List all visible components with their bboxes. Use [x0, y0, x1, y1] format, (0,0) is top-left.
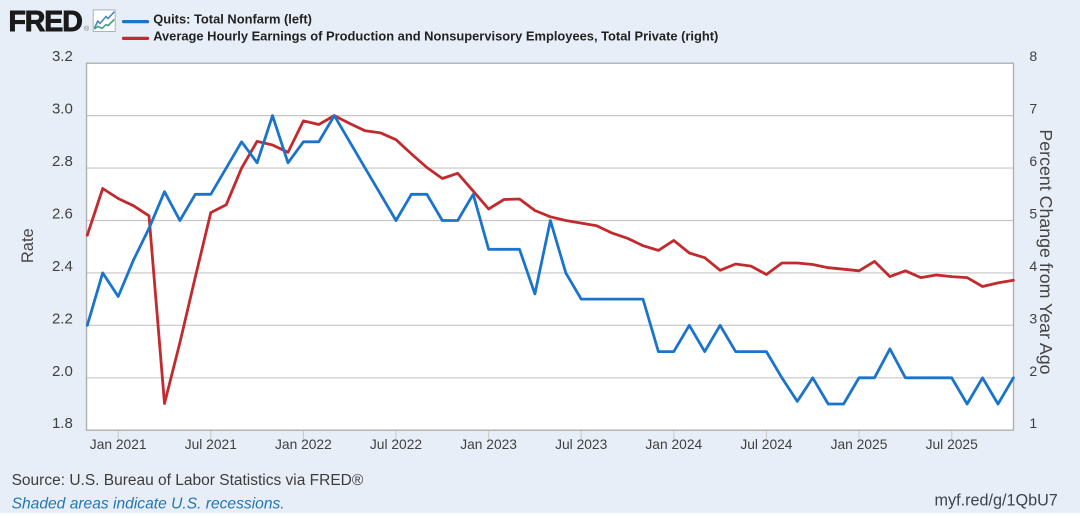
- svg-text:2.6: 2.6: [52, 206, 73, 223]
- svg-text:Rate: Rate: [19, 228, 37, 263]
- svg-text:Source: U.S. Bureau of Labor S: Source: U.S. Bureau of Labor Statistics …: [12, 472, 364, 489]
- svg-text:Jul 2024: Jul 2024: [740, 437, 792, 452]
- svg-text:Jul 2022: Jul 2022: [370, 437, 422, 452]
- svg-text:1.8: 1.8: [52, 415, 73, 432]
- svg-text:Quits: Total Nonfarm (left): Quits: Total Nonfarm (left): [153, 11, 312, 26]
- svg-text:Shaded areas indicate U.S. rec: Shaded areas indicate U.S. recessions.: [12, 496, 285, 513]
- svg-text:Jul 2021: Jul 2021: [185, 437, 237, 452]
- svg-text:Jul 2025: Jul 2025: [926, 437, 978, 452]
- svg-text:®: ®: [84, 25, 90, 33]
- svg-text:6: 6: [1029, 153, 1037, 169]
- svg-text:5: 5: [1029, 206, 1037, 222]
- svg-text:Average Hourly Earnings of Pro: Average Hourly Earnings of Production an…: [153, 28, 718, 43]
- svg-text:Jan 2021: Jan 2021: [90, 437, 147, 452]
- svg-text:2.8: 2.8: [52, 153, 73, 170]
- svg-text:2.2: 2.2: [52, 310, 73, 327]
- svg-text:2: 2: [1029, 363, 1037, 379]
- svg-text:Jul 2023: Jul 2023: [555, 437, 607, 452]
- svg-text:Jan 2024: Jan 2024: [645, 437, 702, 452]
- svg-text:Percent Change from Year Ago: Percent Change from Year Ago: [1036, 129, 1056, 374]
- svg-text:4: 4: [1029, 258, 1037, 274]
- svg-text:2.4: 2.4: [52, 258, 73, 275]
- svg-text:myf.red/g/1QbU7: myf.red/g/1QbU7: [935, 491, 1058, 509]
- svg-text:FRED: FRED: [9, 6, 83, 38]
- svg-text:Jan 2023: Jan 2023: [460, 437, 517, 452]
- svg-text:Jan 2022: Jan 2022: [275, 437, 332, 452]
- svg-text:2.0: 2.0: [52, 363, 73, 380]
- svg-text:7: 7: [1029, 101, 1037, 117]
- svg-text:3.0: 3.0: [52, 101, 73, 118]
- svg-text:8: 8: [1029, 48, 1037, 64]
- svg-text:3: 3: [1029, 310, 1037, 326]
- svg-text:3.2: 3.2: [52, 48, 73, 65]
- svg-text:Jan 2025: Jan 2025: [831, 437, 888, 452]
- svg-text:1: 1: [1029, 415, 1037, 431]
